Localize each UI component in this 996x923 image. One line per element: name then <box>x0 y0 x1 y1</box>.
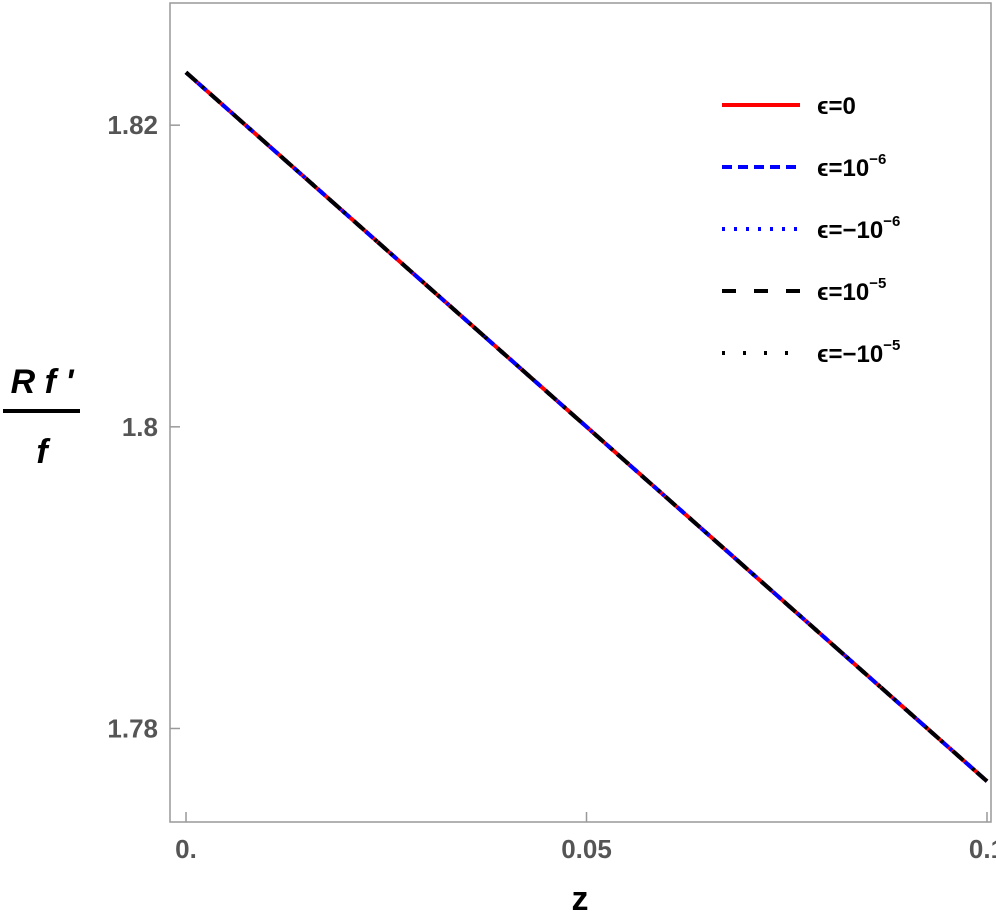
legend-label-base: ϵ=0 <box>817 93 856 120</box>
legend-item: ϵ=10−6 <box>722 151 886 182</box>
legend-item: ϵ=−10−5 <box>722 337 900 368</box>
plot-frame <box>169 2 992 823</box>
legend-label: ϵ=10−5 <box>817 275 886 306</box>
y-tick-label: 1.8 <box>122 412 158 442</box>
legend-item: ϵ=0 <box>722 93 856 120</box>
series-line <box>184 70 989 783</box>
legend-label-base: ϵ=10 <box>817 155 869 182</box>
legend-item: ϵ=10−5 <box>722 275 886 306</box>
legend-label-base: ϵ=−10 <box>817 341 883 368</box>
legend-label-superscript: −5 <box>869 275 886 292</box>
legend-label: ϵ=0 <box>817 93 856 120</box>
y-axis-title-numerator: R f ' <box>11 363 76 401</box>
x-axis: 0. 0.05 0.1 <box>175 812 996 864</box>
legend-label: ϵ=−10−5 <box>817 337 900 368</box>
x-axis-title: z <box>572 880 589 918</box>
x-tick-label: 0. <box>175 834 197 864</box>
series-layer <box>184 70 989 783</box>
y-axis: 1.78 1.8 1.82 <box>107 110 180 743</box>
y-tick-label: 1.78 <box>107 713 158 743</box>
legend-label: ϵ=−10−6 <box>817 213 900 244</box>
legend-label-superscript: −6 <box>883 213 900 230</box>
legend: ϵ=0ϵ=10−6ϵ=−10−6ϵ=10−5ϵ=−10−5 <box>722 93 900 368</box>
legend-label-base: ϵ=10 <box>817 279 869 306</box>
legend-label-base: ϵ=−10 <box>817 217 883 244</box>
legend-label-superscript: −5 <box>883 337 900 354</box>
x-tick-label: 0.1 <box>969 834 996 864</box>
y-axis-title: R f ' f <box>3 363 80 471</box>
legend-label: ϵ=10−6 <box>817 151 886 182</box>
legend-item: ϵ=−10−6 <box>722 213 900 244</box>
x-tick-label: 0.05 <box>561 834 612 864</box>
y-tick-label: 1.82 <box>107 110 158 140</box>
y-axis-title-denominator: f <box>36 433 51 471</box>
legend-label-superscript: −6 <box>869 151 886 168</box>
